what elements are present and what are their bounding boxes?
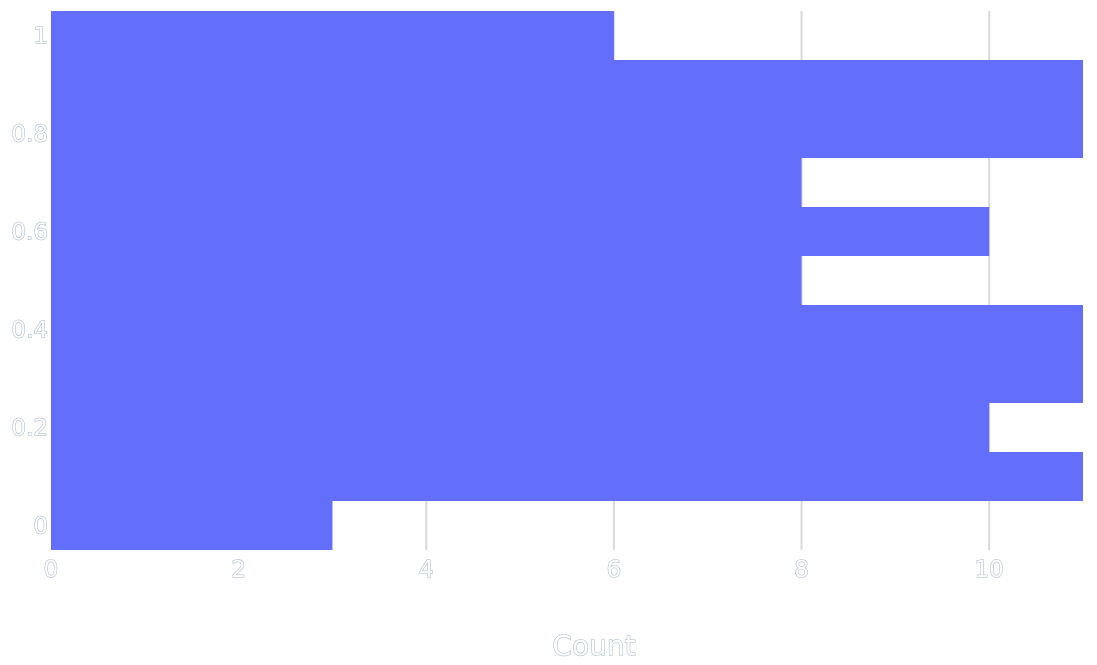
histogram-bar <box>51 501 333 550</box>
x-tick-label: 0 <box>44 557 59 583</box>
x-tick-label: 2 <box>231 557 246 583</box>
y-tick-label: 1 <box>33 24 48 50</box>
x-tick-label: 4 <box>419 557 434 583</box>
y-tick-label: 0.6 <box>11 220 48 246</box>
histogram-bar <box>51 158 802 207</box>
x-tick-label: 10 <box>975 557 1004 583</box>
histogram-bar <box>51 11 614 60</box>
histogram-bar <box>51 305 1083 354</box>
histogram-bar <box>51 354 1083 403</box>
histogram-bar <box>51 109 1083 158</box>
x-axis-ticks: 0 2 4 6 8 10 <box>43 557 1004 584</box>
histogram-bar <box>51 60 1083 109</box>
bars <box>51 11 1083 550</box>
y-tick-label: 0.2 <box>11 416 48 442</box>
histogram-bar <box>51 452 1083 501</box>
y-tick-label: 0.8 <box>11 122 48 148</box>
y-tick-label: 0 <box>33 514 48 540</box>
x-axis-title: Count <box>552 629 635 662</box>
histogram-bar <box>51 403 990 452</box>
histogram-bar <box>51 207 990 256</box>
x-tick-label: 8 <box>794 557 809 583</box>
histogram-bar <box>51 256 802 305</box>
y-tick-label: 0.4 <box>11 318 48 344</box>
y-axis-ticks: 0 0.2 0.4 0.6 0.8 1 <box>11 23 49 540</box>
x-tick-label: 6 <box>607 557 622 583</box>
